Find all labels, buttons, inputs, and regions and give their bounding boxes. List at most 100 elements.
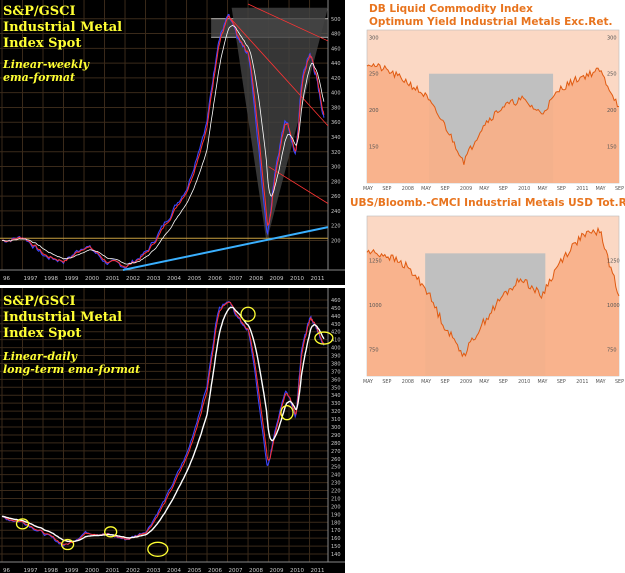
highlight-circle [280,405,294,421]
x-tick-label: 2009 [460,379,472,385]
x-tick-label: MAY [421,186,431,192]
x-tick-label: 1998 [44,568,58,573]
highlight-circle [314,331,334,345]
x-tick-label: 2008 [249,568,263,573]
x-tick-label: MAY [421,379,431,385]
y-tick-label-left: 250 [369,72,379,78]
x-tick-label: SEP [441,379,450,385]
y-tick-label: 240 [331,209,341,215]
x-tick-label: 2007 [229,276,243,282]
y-tick-label: 140 [331,552,341,558]
title-line: UBS/Bloomb.-CMCI Industrial Metals USD T… [350,197,625,209]
x-tick-label: 1999 [65,276,79,282]
y-tick-label: 260 [331,457,341,463]
x-tick-label: SEP [557,379,566,385]
x-tick-label: MAY [596,186,606,192]
x-tick-label: 2010 [518,186,530,192]
title-line: S&P/GSCI [3,294,76,309]
x-tick-label: SEP [615,186,624,192]
y-tick-label-right: 300 [607,35,617,41]
x-tick-label: 2003 [147,276,161,282]
top-left-subtitle: Linear-weekly ema-format [3,58,89,84]
y-tick-label-left: 1250 [369,258,382,264]
x-tick-label: 2002 [126,568,140,573]
x-tick-label: 2010 [518,379,530,385]
x-tick-label: 2011 [576,186,588,192]
x-tick-label: MAY [596,379,606,385]
x-tick-label: 2003 [147,568,161,573]
series-area [367,63,619,183]
y-tick-label: 450 [331,306,341,312]
x-tick-label: MAY [479,186,489,192]
y-tick-label: 270 [331,449,341,455]
y-tick-label: 340 [331,135,341,141]
top-right-chart-panel: 300 300 250 250 200 200 150 150 MAY SEP 2008 MAY SEP… [347,0,625,192]
y-tick-label: 440 [331,61,341,67]
y-tick-label: 360 [331,120,341,126]
x-tick-label: 2006 [208,568,222,573]
x-tick-label: MAY [479,379,489,385]
y-tick-label: 320 [331,409,341,415]
y-tick-label: 170 [331,528,341,534]
x-tick-label: 1997 [24,568,38,573]
top-right-title: DB Liquid Commodity Index Optimum Yield … [369,3,612,29]
trendline-blue [122,226,329,271]
subtitle-line: Linear-daily [3,350,77,363]
x-tick-label: 2001 [106,568,120,573]
x-tick-label: 2004 [167,568,181,573]
y-tick-label: 330 [331,401,341,407]
x-tick-label: SEP [382,379,391,385]
highlight-circle [147,541,169,557]
y-tick-label: 200 [331,238,341,244]
title-line: Industrial Metal [3,310,123,325]
y-tick-label: 400 [331,346,341,352]
x-tick-label: 2010 [290,276,304,282]
bottom-right-title: UBS/Bloomb.-CMCI Industrial Metals USD T… [350,197,625,210]
x-tick-label: 1998 [44,276,58,282]
series-area [367,228,619,376]
y-tick-label: 250 [331,465,341,471]
y-tick-label: 410 [331,338,341,344]
x-tick-label: 2008 [402,186,414,192]
series-line-white [1,25,325,265]
bottom-left-chart-svg: 96 1997 1998 1999 2000 2001 2002 2003 2004 2005 20… [0,288,345,573]
title-line: DB Liquid Commodity Index [369,3,533,15]
subtitle-line: Linear-weekly [3,58,90,71]
x-tick-label: 2009 [460,186,472,192]
x-tick-label: 2009 [270,568,284,573]
channel-line-red [247,3,329,42]
highlight-circle [104,526,118,538]
x-tick-label: MAY [363,379,373,385]
bottom-left-subtitle: Linear-daily long-term ema-format [3,350,140,376]
title-line: Index Spot [3,36,82,51]
x-tick-label: SEP [499,379,508,385]
y-tick-label: 200 [331,504,341,510]
x-tick-label: 2010 [290,568,304,573]
y-tick-label: 360 [331,377,341,383]
y-tick-label: 240 [331,473,341,479]
x-tick-label: 2001 [106,276,120,282]
bottom-left-chart-panel: 96 1997 1998 1999 2000 2001 2002 2003 2004 2005 20… [0,288,345,573]
y-tick-label-right: 150 [607,145,617,151]
y-tick-label: 220 [331,489,341,495]
y-tick-label-right: 250 [607,72,617,78]
series-line-white [1,306,325,543]
y-tick-label: 500 [331,17,341,23]
subtitle-line: long-term ema-format [3,363,141,376]
title-line: Optimum Yield Industrial Metals Exc.Ret. [369,16,613,28]
y-tick-label-right: 1000 [607,303,620,309]
y-tick-label: 460 [331,298,341,304]
y-tick-label: 260 [331,194,341,200]
y-tick-label: 230 [331,481,341,487]
top-left-chart-svg: 96 1997 1998 1999 2000 2001 2002 2003 2004 2005 20… [0,0,345,282]
y-tick-label: 290 [331,433,341,439]
top-left-chart-panel: 96 1997 1998 1999 2000 2001 2002 2003 2004 2005 20… [0,0,345,285]
y-tick-label: 480 [331,32,341,38]
series-line-red [1,15,325,268]
x-tick-label: 2008 [249,276,263,282]
y-tick-label: 390 [331,354,341,360]
y-tick-label: 380 [331,105,341,111]
x-tick-label: 2009 [270,276,284,282]
y-tick-label: 180 [331,520,341,526]
decline-triangle [231,7,328,242]
